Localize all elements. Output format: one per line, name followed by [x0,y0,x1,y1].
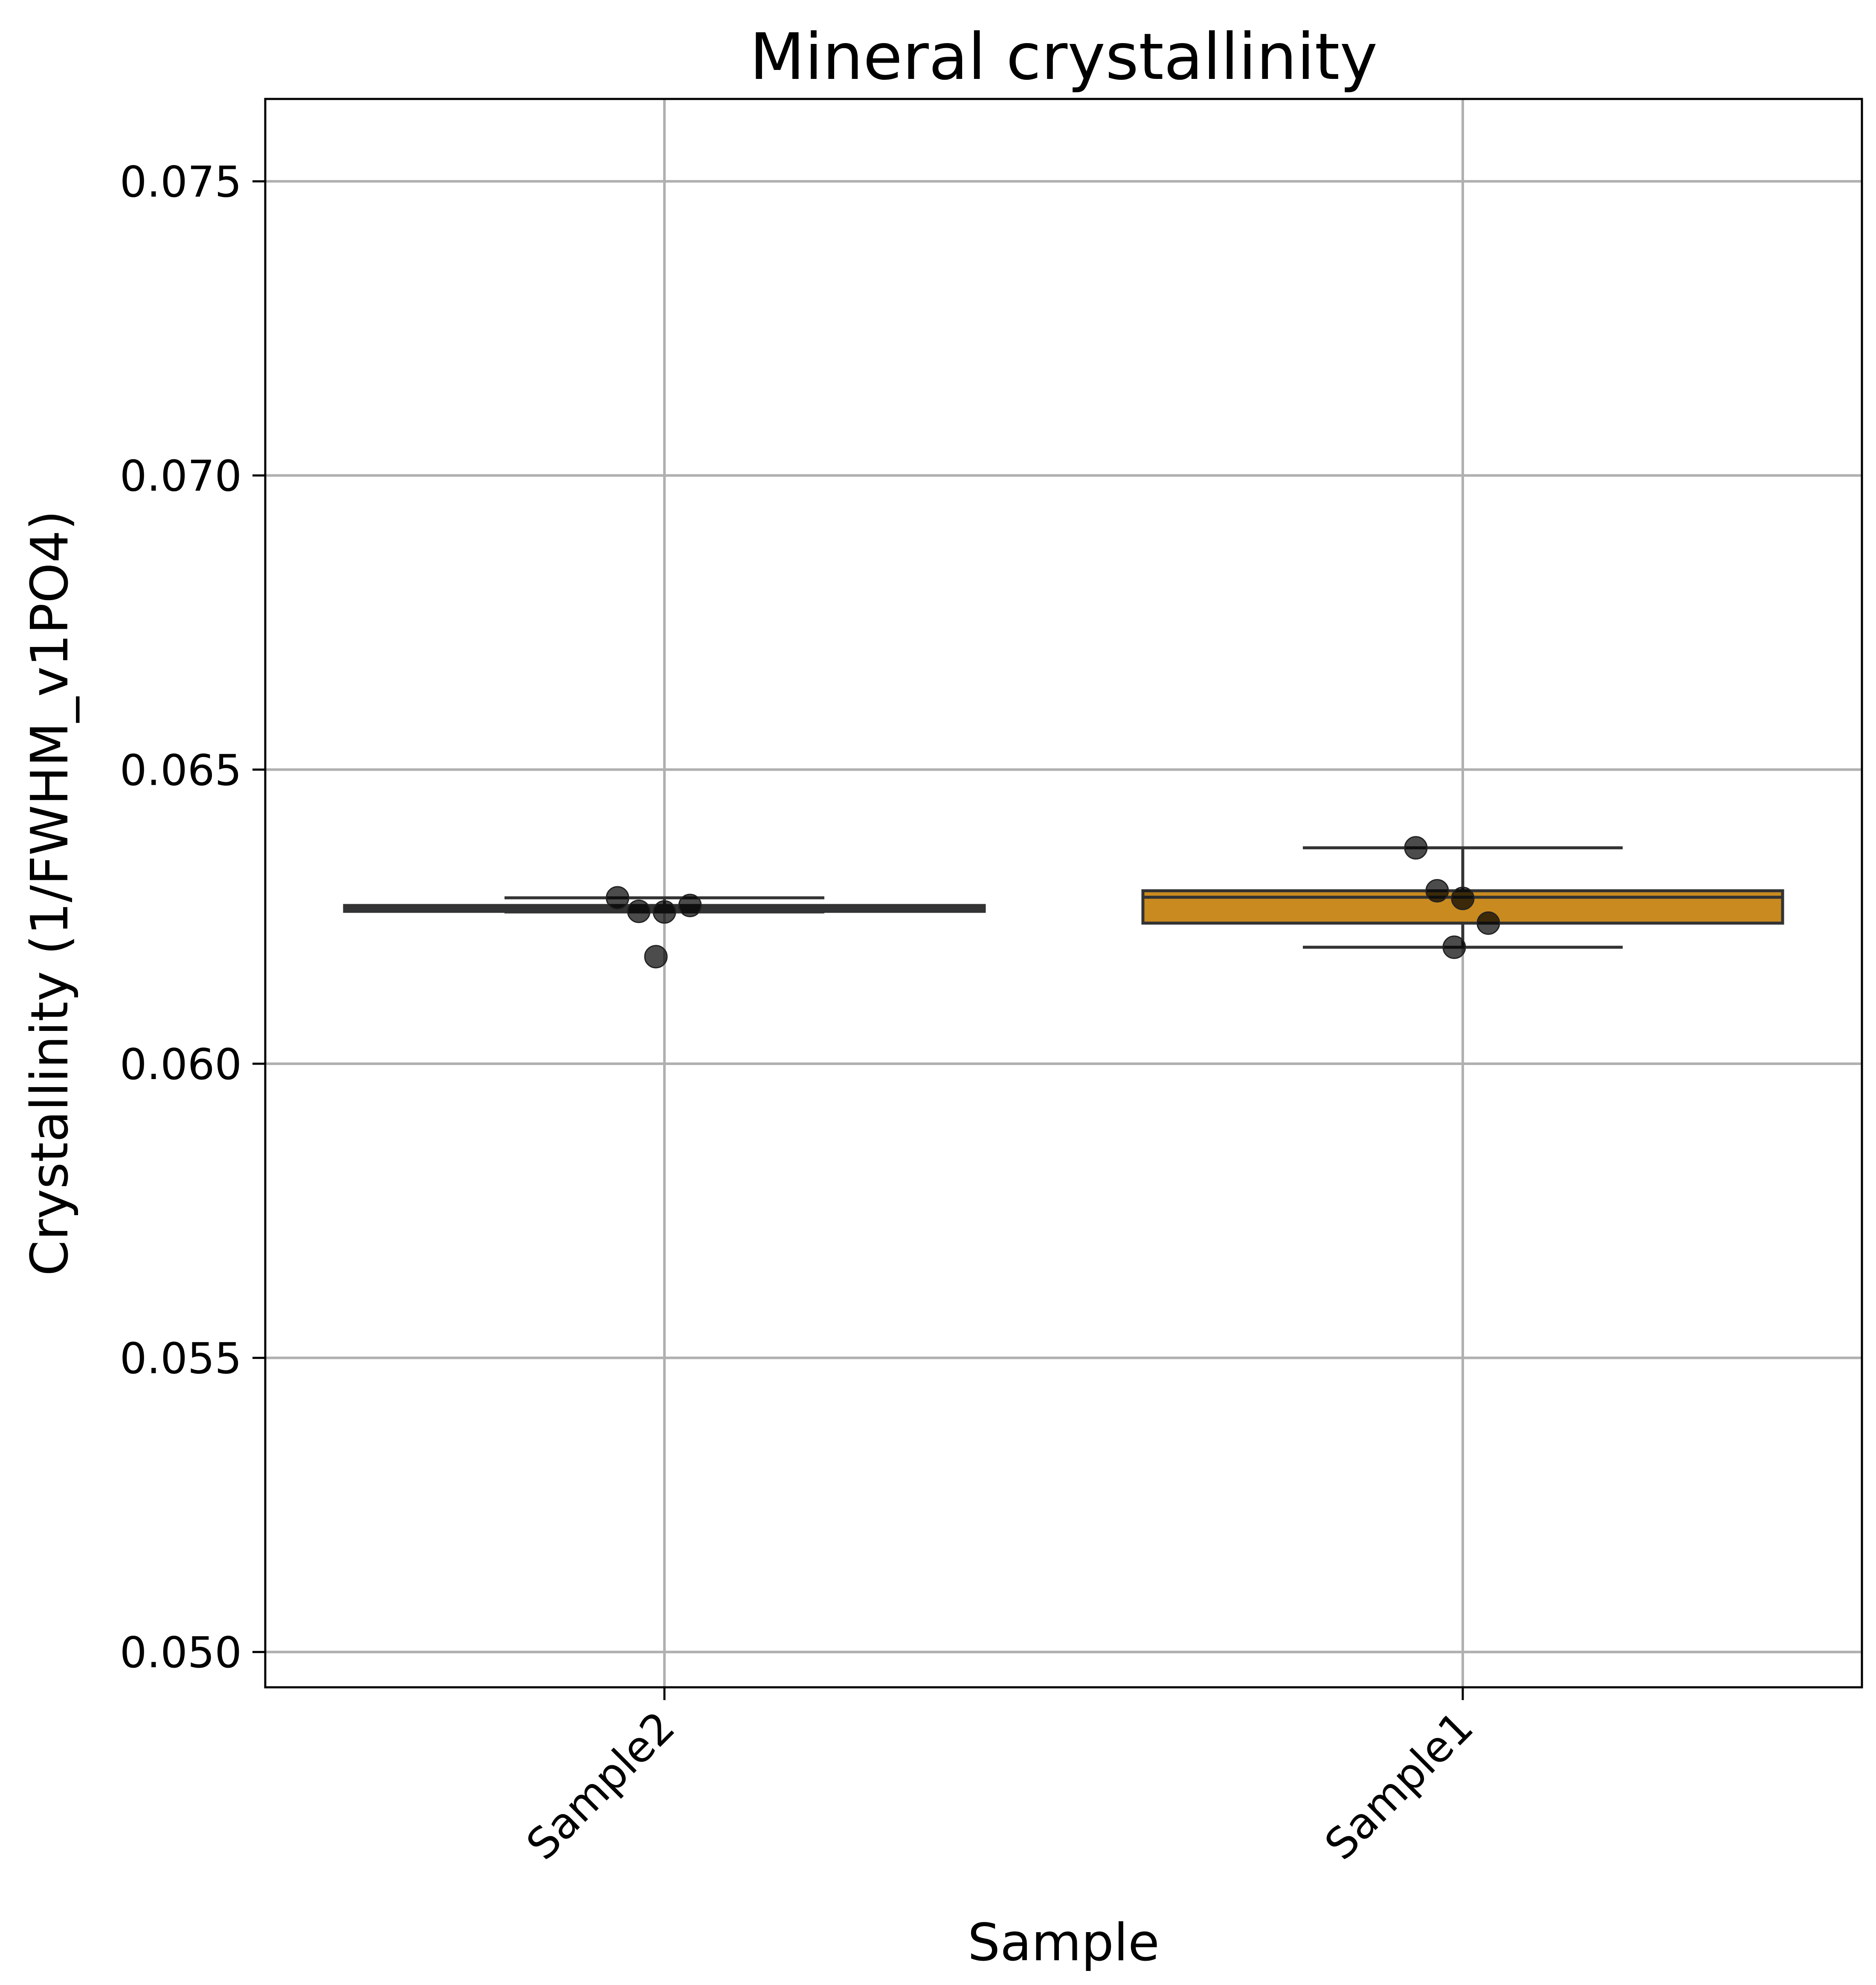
y-tick-label: 0.070 [120,451,242,501]
grid-layer [265,99,1862,1687]
plot-frame [264,98,1863,1689]
y-tick-label: 0.055 [120,1334,242,1384]
chart-title: Mineral crystallinity [750,20,1378,94]
data-point [1425,879,1449,903]
x-tick-label: Sample2 [517,1702,684,1869]
y-axis-label: Crystallinity (1/FWHM_v1PO4) [20,510,80,1276]
box-layer [343,846,1784,949]
x-axis: Sample2 Sample1 [517,1687,1483,1869]
data-point [644,945,668,969]
data-point [627,900,651,923]
y-axis: 0.050 0.055 0.060 0.065 0.070 0.075 [120,157,265,1677]
data-point [1476,911,1500,935]
data-point [1451,886,1475,910]
data-point [678,894,702,917]
data-point [1404,836,1428,860]
x-axis-label: Sample [968,1913,1160,1973]
data-point [606,886,629,910]
y-tick-label: 0.060 [120,1039,242,1089]
y-tick-label: 0.065 [120,745,242,795]
point-layer [606,836,1500,969]
x-tick-label: Sample1 [1315,1702,1483,1869]
data-point [652,900,676,924]
y-tick-label: 0.075 [120,157,242,207]
data-point [1442,935,1466,959]
y-tick-label: 0.050 [120,1628,242,1677]
